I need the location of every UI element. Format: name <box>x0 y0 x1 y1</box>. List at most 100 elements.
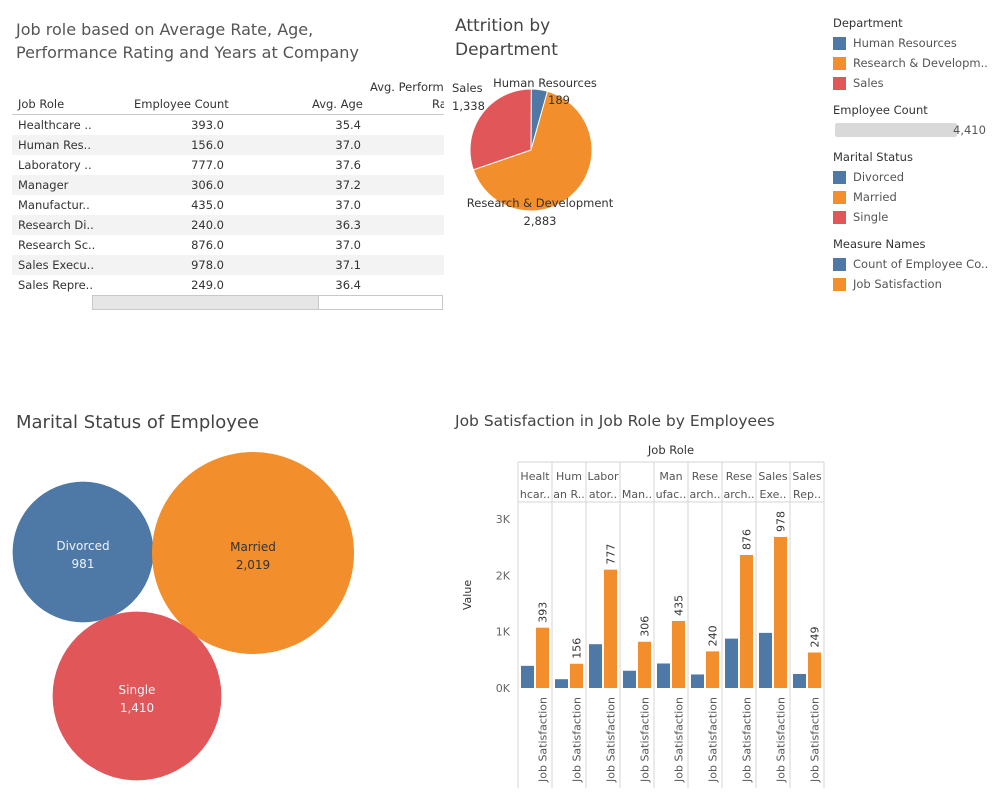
x-tick-label: Job Satisfaction <box>537 697 550 783</box>
legend-department-title: Department <box>833 16 903 30</box>
legend-item-divorced[interactable]: Divorced <box>833 167 999 187</box>
bar-job-satisfaction[interactable] <box>808 652 821 688</box>
table-row[interactable]: Research Di.. 240.0 36.3 <box>12 215 444 235</box>
bar-count-employee[interactable] <box>657 663 670 688</box>
y-tick-label: 2K <box>496 569 511 582</box>
category-header-line1[interactable]: Sales <box>758 470 788 483</box>
x-tick-label: Job Satisfaction <box>639 697 652 783</box>
bar-count-employee[interactable] <box>589 644 602 688</box>
category-header-line1[interactable]: Labor <box>587 470 619 483</box>
bar-job-satisfaction[interactable] <box>774 536 787 688</box>
table-row[interactable]: Laboratory .. 777.0 37.6 <box>12 155 444 175</box>
legend-item-job-satisfaction[interactable]: Job Satisfaction <box>833 274 999 294</box>
cell-employee-count: 777.0 <box>191 158 224 172</box>
category-header-line1[interactable]: Sales <box>792 470 822 483</box>
attrition-pie-chart[interactable]: Human Resources 189 Research & Development… <box>440 70 640 240</box>
category-header-line2[interactable]: Man.. <box>622 488 652 501</box>
bar-count-employee[interactable] <box>793 673 806 688</box>
marital-bubble-chart[interactable]: Divorced 981 Married 2,019 Single 1,410 <box>0 440 420 799</box>
category-header-line2[interactable]: ufac.. <box>656 488 687 501</box>
bar-count-employee[interactable] <box>623 670 636 688</box>
bar-job-satisfaction[interactable] <box>604 569 617 688</box>
legend-item-sales[interactable]: Sales <box>833 73 999 93</box>
size-legend[interactable]: 4,410 <box>833 120 986 138</box>
category-header-line1[interactable]: Healt <box>520 470 550 483</box>
category-header-line2[interactable]: Rep.. <box>793 488 821 501</box>
x-tick-label: Job Satisfaction <box>809 697 822 783</box>
table-row[interactable]: Sales Repre.. 249.0 36.4 <box>12 275 444 295</box>
legend-item-human-resources[interactable]: Human Resources <box>833 33 999 53</box>
cell-avg-age: 37.0 <box>335 138 361 152</box>
cell-employee-count: 393.0 <box>191 118 224 132</box>
table-row[interactable]: Human Res.. 156.0 37.0 <box>12 135 444 155</box>
table-row[interactable]: Sales Execu.. 978.0 37.1 <box>12 255 444 275</box>
cell-employee-count: 876.0 <box>191 238 224 252</box>
bar-count-employee[interactable] <box>555 679 568 688</box>
cell-employee-count: 156.0 <box>191 138 224 152</box>
bar-count-employee[interactable] <box>521 665 534 688</box>
legend-swatch <box>833 56 846 70</box>
bubble-married[interactable] <box>152 452 354 654</box>
y-axis-label: Value <box>461 580 474 610</box>
x-tick-label: Job Satisfaction <box>741 697 754 783</box>
legend-item-count-employee[interactable]: Count of Employee Co.. <box>833 254 999 274</box>
bar-job-satisfaction[interactable] <box>706 651 719 688</box>
table-horizontal-scrollbar[interactable] <box>92 295 443 310</box>
cell-job-role: Healthcare .. <box>18 118 92 132</box>
header-job-role[interactable]: Job Role <box>18 97 65 111</box>
bar-job-satisfaction[interactable] <box>570 663 583 688</box>
bubble-divorced[interactable] <box>12 481 154 623</box>
y-tick-label: 0K <box>496 682 511 695</box>
bar-count-employee[interactable] <box>759 632 772 688</box>
header-avg-performance[interactable]: Avg. Perform <box>370 80 444 94</box>
category-header-line1[interactable]: Rese <box>726 470 753 483</box>
category-header-line2[interactable]: arch.. <box>689 488 720 501</box>
legend-item-married[interactable]: Married <box>833 187 999 207</box>
table-row[interactable]: Healthcare .. 393.0 35.4 <box>12 115 444 135</box>
cell-avg-age: 37.0 <box>335 198 361 212</box>
bar-column-header: Job Role <box>647 443 694 457</box>
pie-slice-name-label: Human Resources <box>493 76 597 90</box>
header-employee-count[interactable]: Employee Count <box>134 97 229 111</box>
category-header-line2[interactable]: ator.. <box>589 488 617 501</box>
category-header-line1[interactable]: Man <box>659 470 682 483</box>
table-row[interactable]: Research Sc.. 876.0 37.0 <box>12 235 444 255</box>
legend-label: Human Resources <box>853 36 957 50</box>
pie-slice-3[interactable] <box>469 88 532 171</box>
x-tick-label: Job Satisfaction <box>707 697 720 783</box>
category-header-line1[interactable]: Hum <box>556 470 582 483</box>
bar-data-label: 393 <box>537 602 550 623</box>
bubble-single[interactable] <box>52 611 222 781</box>
cell-avg-age: 37.6 <box>335 158 361 172</box>
bar-count-employee[interactable] <box>725 638 738 688</box>
category-header-line2[interactable]: Exe.. <box>760 488 787 501</box>
table-row[interactable]: Manager 306.0 37.2 <box>12 175 444 195</box>
bar-job-satisfaction[interactable] <box>740 554 753 688</box>
bar-job-satisfaction[interactable] <box>672 620 685 688</box>
category-header-line1[interactable]: Rese <box>692 470 719 483</box>
legend-item-single[interactable]: Single <box>833 207 999 227</box>
job-role-table[interactable]: Avg. Perform Ra Job Role Employee Count … <box>12 78 444 296</box>
cell-employee-count: 435.0 <box>191 198 224 212</box>
bar-job-satisfaction[interactable] <box>536 627 549 688</box>
pie-title: Attrition by Department <box>455 16 558 60</box>
table-row[interactable]: Manufactur.. 435.0 37.0 <box>12 195 444 215</box>
cell-job-role: Sales Repre.. <box>18 278 93 292</box>
legend-measure-title: Measure Names <box>833 237 926 251</box>
x-tick-label: Job Satisfaction <box>775 697 788 783</box>
cell-avg-age: 35.4 <box>335 118 361 132</box>
bubble-name-label: Single <box>119 683 156 697</box>
legend-item-research-development[interactable]: Research & Developm.. <box>833 53 999 73</box>
category-header-line2[interactable]: hcar.. <box>520 488 550 501</box>
scrollbar-thumb[interactable] <box>93 296 319 309</box>
category-header-line2[interactable]: arch.. <box>723 488 754 501</box>
job-satisfaction-bar-chart[interactable]: Job Role 0K 1K 2K 3K Value Healt hcar.. 393 Job S… <box>455 440 835 799</box>
category-header-line2[interactable]: an R.. <box>553 488 584 501</box>
bar-count-employee[interactable] <box>691 674 704 688</box>
legend-swatch <box>833 257 846 271</box>
bar-job-satisfaction[interactable] <box>638 641 651 688</box>
pie-slice-2[interactable] <box>472 90 593 212</box>
header-avg-age[interactable]: Avg. Age <box>312 97 363 111</box>
legend-swatch <box>833 210 846 224</box>
cell-avg-age: 36.3 <box>335 218 361 232</box>
